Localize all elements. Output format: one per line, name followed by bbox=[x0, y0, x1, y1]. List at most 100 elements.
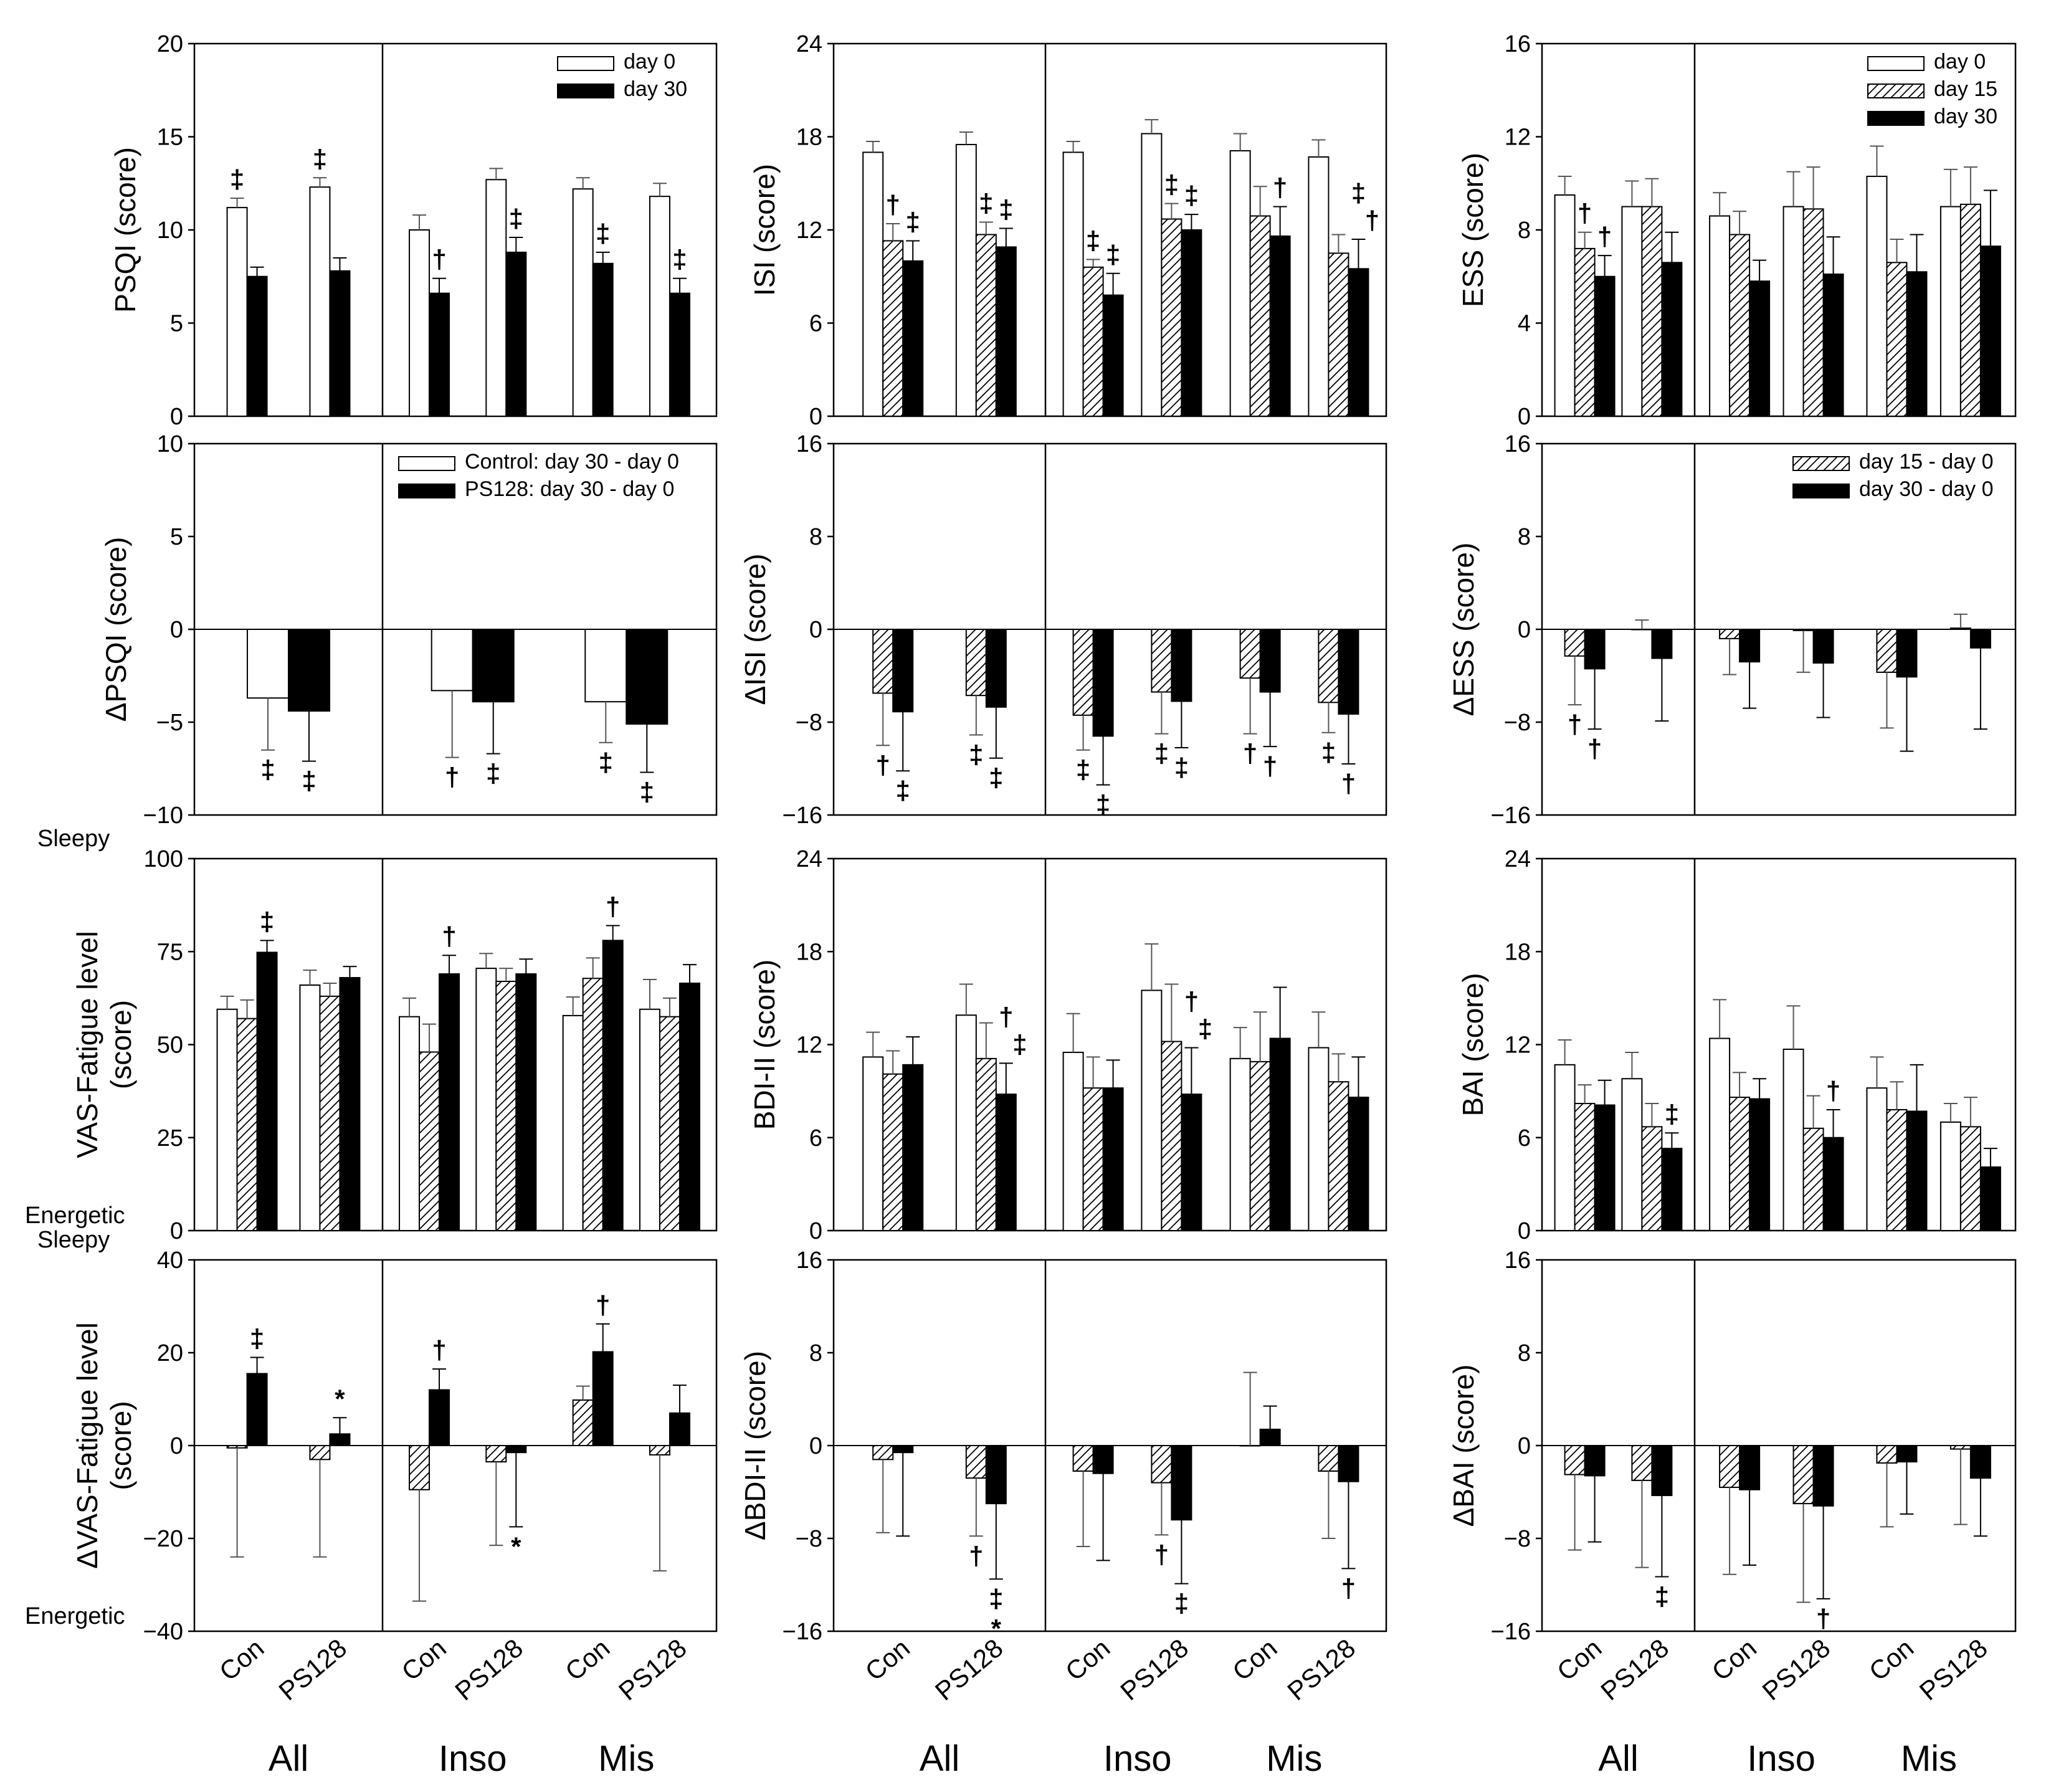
significance-marker: † bbox=[1826, 1076, 1840, 1105]
bar bbox=[1151, 1445, 1173, 1484]
bar bbox=[1338, 1445, 1359, 1482]
end-label-bottom: Energetic bbox=[25, 1603, 125, 1629]
bar bbox=[1229, 150, 1251, 417]
bar bbox=[247, 629, 289, 699]
bar bbox=[1641, 206, 1663, 417]
bar bbox=[1092, 629, 1114, 737]
y-axis-label: ISI (score) bbox=[748, 164, 781, 296]
y-tick-label: 15 bbox=[157, 125, 183, 151]
significance-marker: † bbox=[1597, 222, 1612, 251]
y-axis-label: ΔISI (score) bbox=[739, 554, 771, 705]
x-group-label: All bbox=[920, 1738, 959, 1779]
y-tick-label: 16 bbox=[796, 1247, 822, 1274]
bar bbox=[1876, 1445, 1898, 1464]
bar bbox=[505, 251, 527, 417]
bar bbox=[1082, 266, 1104, 417]
bar bbox=[1161, 218, 1183, 417]
significance-marker: † bbox=[445, 763, 459, 792]
y-tick-label: 12 bbox=[1505, 125, 1531, 151]
legend-swatch bbox=[557, 83, 614, 98]
bar bbox=[1641, 1126, 1663, 1232]
y-tick-label: 40 bbox=[157, 1247, 183, 1274]
bar bbox=[1181, 1094, 1202, 1231]
bar bbox=[678, 982, 700, 1231]
bar bbox=[288, 629, 330, 712]
bar bbox=[649, 1445, 670, 1456]
significance-marker: ‡ bbox=[1174, 753, 1189, 782]
y-tick-label: −20 bbox=[143, 1526, 183, 1552]
panel-dess: −16 −8 0 8 16 ΔESS (score) †† day 15 - day 0 day… bbox=[1447, 431, 2017, 829]
y-tick-label: 5 bbox=[170, 311, 183, 337]
significance-marker: ‡ bbox=[989, 1584, 1003, 1613]
y-tick-label: 16 bbox=[1505, 31, 1531, 57]
y-axis-label: (score) bbox=[105, 1000, 137, 1089]
bar bbox=[1062, 151, 1084, 417]
significance-marker: † bbox=[1816, 1604, 1830, 1633]
y-tick-label: −8 bbox=[796, 710, 822, 736]
bar bbox=[592, 1351, 614, 1447]
y-tick-label: 0 bbox=[170, 1218, 183, 1244]
significance-marker: † bbox=[596, 1290, 610, 1320]
significance-marker: ‡ bbox=[1351, 178, 1366, 207]
bar bbox=[985, 1445, 1007, 1505]
bar bbox=[1141, 989, 1163, 1231]
x-category-label: Con bbox=[559, 1633, 615, 1687]
bar bbox=[1969, 629, 1991, 649]
significance-marker: ‡ bbox=[1665, 1099, 1679, 1128]
legend-label: day 15 - day 0 bbox=[1859, 450, 1993, 474]
bar bbox=[1792, 1445, 1814, 1505]
bar bbox=[1141, 133, 1163, 417]
y-axis-label: ΔESS (score) bbox=[1447, 543, 1480, 717]
bar bbox=[1554, 1064, 1576, 1232]
x-category-label: Con bbox=[1706, 1633, 1762, 1687]
y-tick-label: 0 bbox=[809, 617, 822, 643]
bar bbox=[1062, 1051, 1084, 1231]
significance-marker: * bbox=[335, 1384, 345, 1413]
significance-marker: ‡ bbox=[640, 777, 654, 806]
legend-label: day 0 bbox=[1934, 50, 1986, 74]
y-tick-label: 20 bbox=[157, 1340, 183, 1366]
bar bbox=[1554, 194, 1576, 417]
x-group-label: Inso bbox=[439, 1738, 507, 1779]
bar bbox=[429, 292, 450, 417]
bar bbox=[1239, 629, 1261, 679]
bar bbox=[309, 1445, 331, 1461]
y-axis-label: (score) bbox=[105, 1401, 137, 1490]
bar bbox=[515, 973, 537, 1231]
bar bbox=[246, 1373, 268, 1446]
bar bbox=[1896, 1445, 1918, 1463]
legend-swatch bbox=[1867, 111, 1925, 126]
y-tick-label: 0 bbox=[1518, 404, 1531, 430]
bar bbox=[669, 1412, 690, 1447]
bar bbox=[1802, 208, 1824, 417]
bar bbox=[409, 229, 431, 417]
y-tick-label: −8 bbox=[1504, 710, 1531, 736]
bar bbox=[1249, 1060, 1271, 1232]
y-axis-label: VAS-Fatigue level bbox=[71, 931, 103, 1158]
panel-dvas: −40 −20 0 20 40 ΔVAS-Fatigue level (score) Slee… bbox=[25, 1227, 718, 1645]
bar bbox=[1739, 1445, 1761, 1490]
bar bbox=[409, 1445, 431, 1490]
bar bbox=[582, 978, 604, 1231]
bar bbox=[1631, 629, 1653, 631]
bar bbox=[1151, 629, 1173, 693]
bar bbox=[649, 196, 670, 417]
bar bbox=[309, 186, 331, 417]
bar bbox=[1886, 262, 1908, 417]
significance-marker: ‡ bbox=[1198, 1014, 1212, 1043]
bar bbox=[246, 275, 268, 417]
bar bbox=[1574, 247, 1596, 417]
bar bbox=[1259, 629, 1281, 693]
y-axis-label: PSQI (score) bbox=[109, 147, 141, 313]
bar bbox=[882, 1073, 904, 1231]
significance-marker: ‡ bbox=[230, 164, 244, 194]
bar bbox=[1328, 252, 1349, 417]
bar bbox=[1979, 245, 2001, 417]
bar bbox=[862, 151, 884, 417]
significance-marker: ‡ bbox=[1076, 755, 1090, 784]
bar bbox=[1822, 274, 1844, 417]
x-category-label: Con bbox=[214, 1633, 269, 1687]
bar bbox=[1782, 1048, 1804, 1232]
